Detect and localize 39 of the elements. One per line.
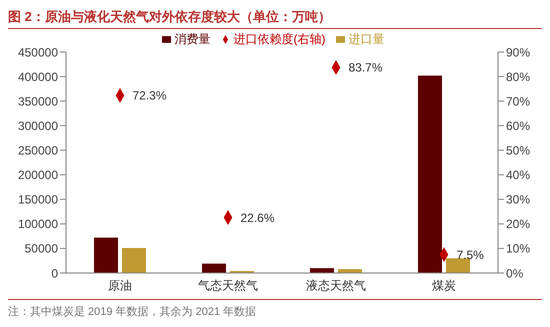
bar — [446, 258, 470, 273]
x-tick-label: 煤炭 — [432, 278, 456, 293]
y2-tick-label: 40% — [506, 168, 530, 182]
y-tick-label: 400000 — [18, 70, 58, 84]
y-tick-label: 50000 — [24, 242, 58, 256]
y-tick-label: 100000 — [18, 217, 58, 232]
y2-tick-label: 90% — [506, 45, 530, 60]
y-tick-label: 150000 — [18, 192, 58, 207]
data-label: 7.5% — [456, 248, 484, 262]
legend-label: 进口量 — [348, 32, 384, 46]
y2-tick-label: 80% — [506, 70, 530, 84]
bar — [94, 238, 118, 273]
x-tick-label: 液态天然气 — [306, 278, 366, 293]
data-label: 22.6% — [240, 210, 275, 225]
bar — [418, 76, 442, 273]
y-tick-label: 350000 — [18, 94, 58, 108]
y-tick-label: 250000 — [18, 143, 58, 158]
legend-label: 消费量 — [174, 32, 210, 46]
y-tick-label: 300000 — [18, 118, 58, 133]
y2-tick-label: 0% — [506, 266, 524, 280]
y-tick-label: 450000 — [18, 45, 58, 60]
y2-tick-label: 20% — [506, 217, 530, 232]
bar — [202, 264, 226, 273]
data-label: 83.7% — [348, 60, 383, 75]
text: 注：其中煤炭是 2019 年数据，其余为 2021 年数据 — [8, 304, 258, 319]
x-tick-label: 原油 — [108, 278, 132, 293]
bar — [122, 248, 146, 273]
x-tick-label: 气态天然气 — [198, 278, 258, 293]
y-tick-label: 0 — [51, 266, 58, 280]
chart-title: 图 2：原油与液化天然气对外依存度较大（单位：万吨） — [8, 8, 542, 29]
y2-tick-label: 10% — [506, 242, 530, 256]
bar — [310, 268, 334, 273]
y2-tick-label: 70% — [506, 94, 530, 108]
data-label: 72.3% — [132, 88, 167, 103]
y2-tick-label: 60% — [506, 118, 530, 133]
y2-tick-label: 50% — [506, 143, 530, 158]
legend-label: 进口依赖度(右轴) — [234, 32, 326, 46]
y2-tick-label: 30% — [506, 192, 530, 207]
y-tick-label: 200000 — [18, 168, 58, 182]
